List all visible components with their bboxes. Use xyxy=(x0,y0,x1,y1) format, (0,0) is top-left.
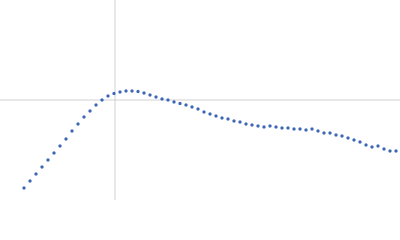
data-point xyxy=(214,114,218,118)
data-point xyxy=(370,145,374,149)
data-point xyxy=(160,97,164,101)
data-point xyxy=(316,129,320,133)
data-point xyxy=(130,89,134,93)
data-point xyxy=(172,100,176,104)
data-point xyxy=(28,179,32,183)
data-point xyxy=(142,91,146,95)
chart xyxy=(0,0,400,200)
data-point xyxy=(136,89,140,94)
data-point xyxy=(268,124,272,128)
data-point xyxy=(64,137,68,141)
data-point xyxy=(88,109,92,113)
data-point xyxy=(226,117,230,121)
data-point xyxy=(106,94,110,98)
data-point xyxy=(388,149,392,153)
data-point xyxy=(346,136,350,140)
data-point xyxy=(256,124,260,128)
data-point xyxy=(208,112,212,116)
data-point xyxy=(298,127,302,131)
data-point xyxy=(250,123,254,127)
data-point xyxy=(274,125,278,129)
data-point xyxy=(340,134,344,138)
data-point xyxy=(244,122,248,126)
data-point xyxy=(334,133,338,137)
data-point xyxy=(58,144,62,148)
data-point xyxy=(178,101,182,106)
data-point xyxy=(94,103,98,107)
data-point xyxy=(202,110,206,114)
data-point xyxy=(154,95,158,99)
data-point xyxy=(100,98,104,102)
data-point xyxy=(166,98,170,102)
data-point xyxy=(292,127,296,131)
data-point xyxy=(148,93,152,97)
data-point xyxy=(352,138,356,142)
data-point xyxy=(196,107,200,111)
data-point xyxy=(232,119,236,123)
data-point xyxy=(40,165,44,169)
data-point xyxy=(112,91,116,96)
data-point xyxy=(220,116,224,120)
data-point xyxy=(262,125,266,129)
data-point xyxy=(304,128,308,132)
data-point xyxy=(394,149,398,153)
data-point xyxy=(34,172,38,176)
data-point xyxy=(310,127,314,131)
data-point xyxy=(286,126,290,130)
data-point xyxy=(358,140,362,144)
data-point xyxy=(118,90,122,94)
data-point xyxy=(52,151,56,155)
data-point xyxy=(382,147,386,151)
data-point xyxy=(124,89,128,93)
data-point xyxy=(184,103,188,107)
data-point xyxy=(238,120,242,124)
data-point xyxy=(322,131,326,135)
data-point xyxy=(82,115,86,119)
data-point xyxy=(46,158,50,162)
data-point xyxy=(76,122,80,126)
data-point xyxy=(22,186,26,190)
data-point xyxy=(190,105,194,109)
data-point xyxy=(280,126,284,130)
data-point xyxy=(376,144,380,148)
data-point xyxy=(364,143,368,147)
data-point xyxy=(328,131,332,135)
data-point xyxy=(70,129,74,133)
